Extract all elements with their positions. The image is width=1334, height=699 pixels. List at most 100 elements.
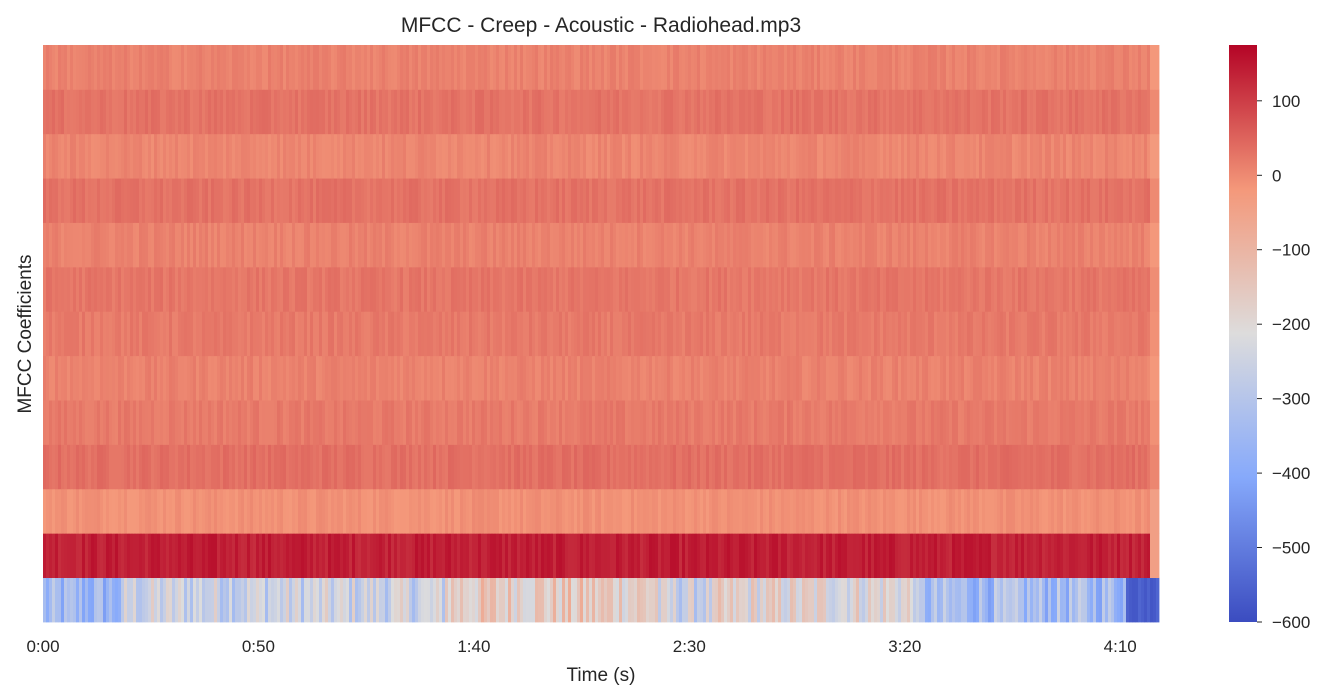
heatmap-cell — [364, 89, 368, 135]
heatmap-cell — [613, 533, 617, 579]
heatmap-cell — [124, 577, 128, 623]
heatmap-cell — [76, 45, 80, 90]
heatmap-cell — [670, 89, 674, 135]
heatmap-cell — [1042, 222, 1046, 268]
heatmap-cell — [883, 178, 887, 223]
heatmap-cell — [871, 266, 875, 312]
heatmap-cell — [919, 444, 923, 490]
heatmap-cell — [940, 577, 944, 623]
heatmap-cell — [1135, 533, 1139, 579]
heatmap-cell — [649, 488, 653, 534]
heatmap-cell — [367, 89, 371, 135]
heatmap-cell — [610, 222, 614, 268]
heatmap-cell — [778, 178, 782, 223]
heatmap-cell — [538, 45, 542, 90]
heatmap-cell — [133, 266, 137, 312]
heatmap-cell — [1009, 444, 1013, 490]
heatmap-cell — [862, 178, 866, 223]
heatmap-cell — [385, 266, 389, 312]
heatmap-cell — [547, 133, 551, 179]
heatmap-cell — [106, 355, 110, 401]
heatmap-cell — [889, 89, 893, 135]
heatmap-cell — [298, 222, 302, 268]
heatmap-cell — [328, 178, 332, 223]
heatmap-cell — [268, 311, 272, 357]
heatmap-cell — [424, 400, 428, 445]
heatmap-cell — [889, 355, 893, 401]
heatmap-cell — [91, 178, 95, 223]
heatmap-cell — [916, 400, 920, 445]
heatmap-cell — [703, 400, 707, 445]
heatmap-cell — [412, 311, 416, 357]
heatmap-cell — [1036, 488, 1040, 534]
heatmap-cell — [313, 355, 317, 401]
heatmap-cell — [112, 178, 116, 223]
heatmap-cell — [130, 488, 134, 534]
heatmap-cell — [907, 133, 911, 179]
heatmap-cell — [283, 178, 287, 223]
heatmap-cell — [358, 89, 362, 135]
heatmap-cell — [715, 444, 719, 490]
heatmap-cell — [817, 577, 821, 623]
heatmap-cell — [649, 311, 653, 357]
heatmap-cell — [655, 533, 659, 579]
x-tick-label: 3:20 — [888, 637, 921, 656]
heatmap-cell — [220, 400, 224, 445]
heatmap-cell — [934, 311, 938, 357]
heatmap-cell — [610, 577, 614, 623]
heatmap-cell — [541, 311, 545, 357]
heatmap-cell — [817, 45, 821, 90]
heatmap-cell — [1153, 355, 1157, 401]
heatmap-cell — [892, 222, 896, 268]
heatmap-cell — [946, 444, 950, 490]
heatmap-cell — [322, 222, 326, 268]
heatmap-cell — [1078, 133, 1082, 179]
heatmap-cell — [727, 178, 731, 223]
heatmap-cell — [106, 222, 110, 268]
heatmap-cell — [67, 400, 71, 445]
heatmap-cell — [466, 533, 470, 579]
heatmap-cell — [169, 222, 173, 268]
heatmap-cell — [286, 533, 290, 579]
heatmap-cell — [136, 400, 140, 445]
heatmap-cell — [304, 488, 308, 534]
heatmap-cell — [445, 311, 449, 357]
heatmap-cell — [1081, 355, 1085, 401]
heatmap-cell — [268, 178, 272, 223]
heatmap-cell — [580, 400, 584, 445]
heatmap-cell — [601, 45, 605, 90]
heatmap-cell — [865, 444, 869, 490]
heatmap-cell — [694, 266, 698, 312]
heatmap-cell — [1054, 400, 1058, 445]
heatmap-cell — [754, 178, 758, 223]
heatmap-cell — [187, 266, 191, 312]
heatmap-cell — [985, 444, 989, 490]
heatmap-cell — [1093, 222, 1097, 268]
heatmap-cell — [187, 89, 191, 135]
heatmap-cell — [793, 133, 797, 179]
heatmap-cell — [889, 222, 893, 268]
heatmap-cell — [958, 266, 962, 312]
heatmap-cell — [769, 133, 773, 179]
heatmap-cell — [733, 266, 737, 312]
heatmap-cell — [106, 266, 110, 312]
heatmap-cell — [454, 444, 458, 490]
heatmap-cell — [49, 488, 53, 534]
heatmap-cell — [616, 577, 620, 623]
heatmap-cell — [1036, 400, 1040, 445]
heatmap-cell — [907, 178, 911, 223]
heatmap-cell — [409, 45, 413, 90]
heatmap-cell — [1090, 533, 1094, 579]
heatmap-cell — [994, 222, 998, 268]
heatmap-cell — [574, 311, 578, 357]
heatmap-cell — [904, 222, 908, 268]
heatmap-cell — [970, 444, 974, 490]
heatmap-cell — [337, 488, 341, 534]
heatmap-cell — [652, 311, 656, 357]
heatmap-cell — [850, 266, 854, 312]
heatmap-cell — [361, 355, 365, 401]
heatmap-cell — [1060, 444, 1064, 490]
heatmap-cell — [955, 533, 959, 579]
heatmap-cell — [244, 266, 248, 312]
heatmap-cell — [952, 533, 956, 579]
